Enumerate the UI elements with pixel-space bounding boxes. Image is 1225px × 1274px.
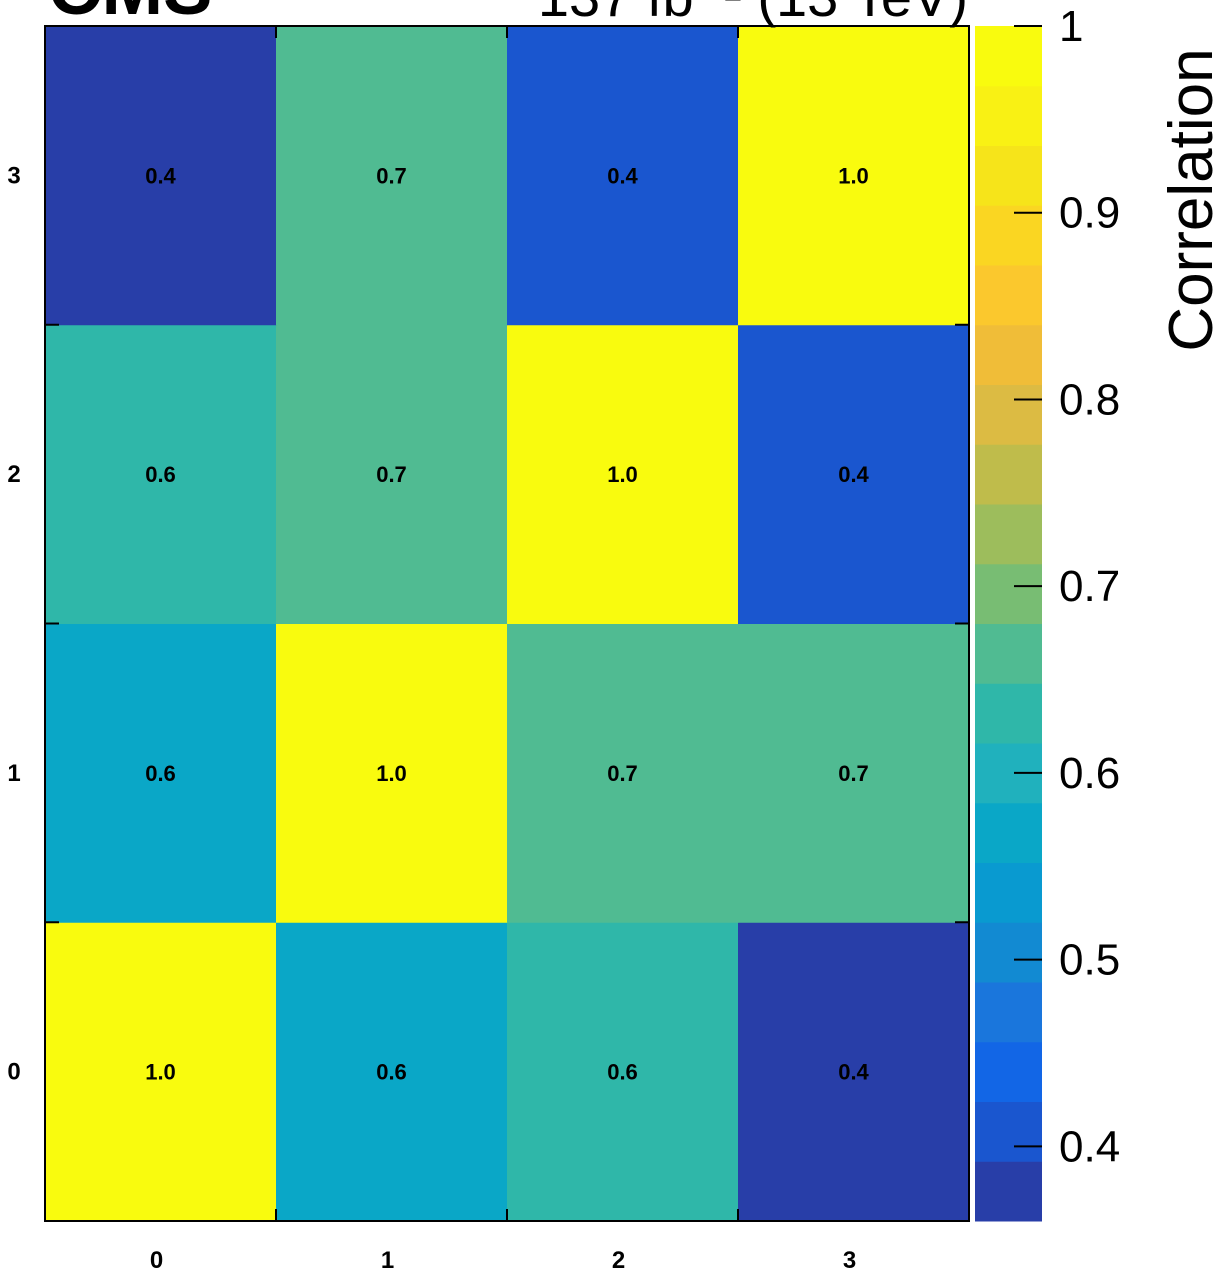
cms-title: CMS <box>48 0 212 30</box>
cell-label-2-1: 0.7 <box>607 761 638 786</box>
colorbar-band <box>975 85 1042 146</box>
colorbar-band <box>975 1041 1042 1102</box>
cell-value-labels: 1.0 0.6 0.6 0.4 0.6 1.0 0.7 0.7 0.6 0.7 1.0 0.4 0.4 0… <box>145 163 869 1084</box>
cell-label-1-0: 0.6 <box>376 1060 407 1085</box>
y-tick-label-2: 2 <box>7 461 20 488</box>
colorbar-tick-label-0.8: 0.8 <box>1059 375 1120 424</box>
cell-1-2 <box>276 324 508 624</box>
cell-label-1-1: 1.0 <box>376 761 407 786</box>
x-tick-label-1: 1 <box>381 1247 394 1274</box>
cell-label-3-0: 0.4 <box>838 1060 869 1085</box>
colorbar-band <box>975 922 1042 983</box>
colorbar-tick-label-0.5: 0.5 <box>1059 936 1120 985</box>
colorbar-title: Correlation <box>1157 48 1225 351</box>
heatmap-cells <box>45 26 970 1222</box>
colorbar <box>975 26 1042 1222</box>
x-tick-label-0: 0 <box>150 1247 163 1274</box>
cell-1-1 <box>276 623 508 923</box>
cell-1-0 <box>276 922 508 1222</box>
cell-2-0 <box>507 922 739 1222</box>
cell-label-0-3: 0.4 <box>145 163 176 188</box>
y-tick-label-1: 1 <box>7 760 20 787</box>
cell-0-3 <box>45 26 277 326</box>
x-tick-label-3: 3 <box>843 1247 856 1274</box>
cell-label-3-2: 0.4 <box>838 462 869 487</box>
colorbar-band <box>975 26 1042 87</box>
colorbar-tick-label-0.4: 0.4 <box>1059 1122 1120 1171</box>
colorbar-band <box>975 862 1042 923</box>
cell-0-0 <box>45 922 277 1222</box>
cell-2-3 <box>507 26 739 326</box>
colorbar-band <box>975 1101 1042 1162</box>
cell-label-0-0: 1.0 <box>145 1060 176 1085</box>
cell-label-1-3: 0.7 <box>376 163 407 188</box>
colorbar-ticks: 0.4 0.5 0.6 0.7 0.8 0.9 1 <box>1014 2 1120 1171</box>
cell-0-2 <box>45 324 277 624</box>
colorbar-band <box>975 205 1042 266</box>
y-tick-labels: 0 1 2 3 <box>7 162 20 1085</box>
colorbar-band <box>975 504 1042 565</box>
cell-label-3-3: 1.0 <box>838 163 869 188</box>
colorbar-band <box>975 623 1042 684</box>
cell-label-2-2: 1.0 <box>607 462 638 487</box>
colorbar-tick-label-0.7: 0.7 <box>1059 562 1120 611</box>
cell-label-2-3: 0.4 <box>607 163 638 188</box>
y-tick-label-3: 3 <box>7 162 20 189</box>
colorbar-band <box>975 265 1042 326</box>
colorbar-band <box>975 444 1042 505</box>
colorbar-band <box>975 384 1042 445</box>
y-tick-label-0: 0 <box>7 1059 20 1086</box>
colorbar-tick-label-0.9: 0.9 <box>1059 189 1120 238</box>
cell-3-3 <box>738 26 970 326</box>
colorbar-band <box>975 324 1042 385</box>
cell-label-0-2: 0.6 <box>145 462 176 487</box>
colorbar-band <box>975 683 1042 744</box>
cell-2-2 <box>507 324 739 624</box>
cell-3-2 <box>738 324 970 624</box>
cell-2-1 <box>507 623 739 923</box>
cell-3-1 <box>738 623 970 923</box>
x-tick-label-2: 2 <box>612 1247 625 1274</box>
colorbar-tick-label-0.6: 0.6 <box>1059 749 1120 798</box>
x-tick-labels: 0 1 2 3 <box>150 1247 856 1274</box>
colorbar-band <box>975 1161 1042 1222</box>
cell-label-3-1: 0.7 <box>838 761 869 786</box>
colorbar-band <box>975 145 1042 206</box>
cell-label-1-2: 0.7 <box>376 462 407 487</box>
colorbar-tick-label-1: 1 <box>1059 2 1083 51</box>
cell-0-1 <box>45 623 277 923</box>
colorbar-band <box>975 563 1042 624</box>
cell-1-3 <box>276 26 508 326</box>
colorbar-band <box>975 982 1042 1043</box>
cell-3-0 <box>738 922 970 1222</box>
cell-label-0-1: 0.6 <box>145 761 176 786</box>
cell-label-2-0: 0.6 <box>607 1060 638 1085</box>
axis-ticks <box>45 26 969 1221</box>
luminosity-label: 137 fb⁻¹ (13 TeV) <box>538 0 968 28</box>
colorbar-band <box>975 802 1042 863</box>
